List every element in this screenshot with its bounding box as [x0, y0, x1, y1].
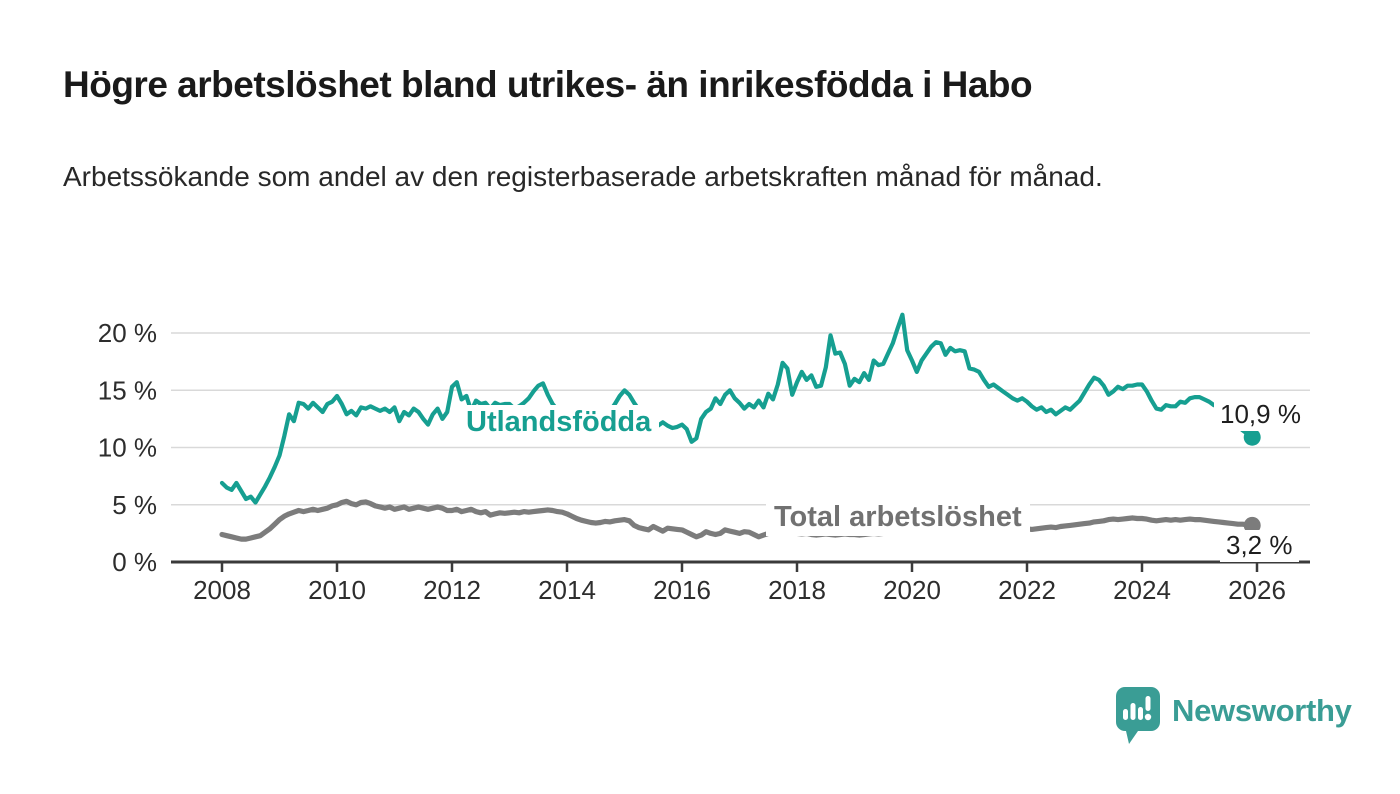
x-axis-year-label: 2018: [768, 575, 826, 605]
y-axis-tick-label: 20 %: [98, 318, 157, 348]
x-axis-year-label: 2024: [1113, 575, 1171, 605]
series-line-utlandsfodda: [219, 312, 1255, 505]
x-axis-year-label: 2012: [423, 575, 481, 605]
series-label-total-arbetsloshet: Total arbetslöshet: [766, 500, 1030, 536]
bar-chart-glyph: [1123, 696, 1152, 721]
x-axis-year-label: 2022: [998, 575, 1056, 605]
y-axis-tick-label: 5 %: [112, 490, 157, 520]
x-axis-year-label: 2010: [308, 575, 366, 605]
end-value-label-total: 3,2 %: [1220, 530, 1299, 562]
page-title: Högre arbetslöshet bland utrikes- än inr…: [63, 64, 1033, 105]
y-axis-tick-label: 15 %: [98, 375, 157, 405]
x-axis-year-label: 2026: [1228, 575, 1286, 605]
x-axis-year-label: 2020: [883, 575, 941, 605]
end-value-label-utlandsfodda: 10,9 %: [1214, 399, 1307, 431]
series-label-utlandsfodda: Utlandsfödda: [458, 405, 660, 441]
end-dot-total-arbetsloshet: [1243, 516, 1261, 534]
series-line-total-arbetsloshet: [219, 498, 1255, 542]
x-axis-year-label: 2014: [538, 575, 596, 605]
newsworthy-logo-icon: [1116, 687, 1160, 744]
newsworthy-logo-text: Newsworthy: [1172, 693, 1352, 728]
y-axis-tick-label: 10 %: [98, 433, 157, 463]
page-subtitle: Arbetssökande som andel av den registerb…: [63, 161, 1103, 192]
y-axis-tick-label: 0 %: [112, 547, 157, 577]
newsworthy-branding: Newsworthy: [1114, 686, 1352, 748]
x-axis-year-label: 2016: [653, 575, 711, 605]
end-dot-utlandsfodda: [1243, 428, 1261, 446]
x-axis-year-label: 2008: [193, 575, 251, 605]
